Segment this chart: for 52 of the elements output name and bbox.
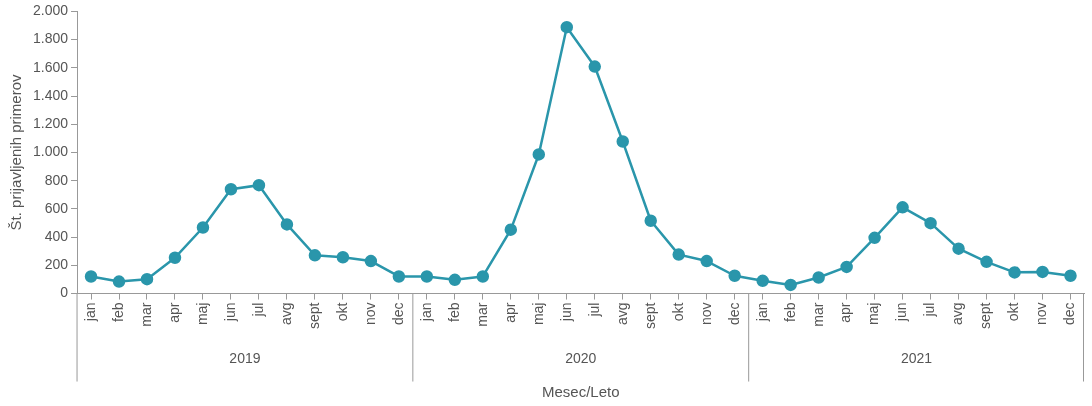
y-tick-label: 1.600 (32, 58, 69, 75)
x-tick-label: okt (333, 302, 350, 322)
y-tick-label: 1.400 (32, 86, 69, 103)
x-tick-label: sept (977, 302, 994, 330)
x-tick-label: maj (865, 302, 882, 326)
y-tick-label: 600 (44, 199, 69, 216)
text: 2020 (565, 350, 597, 367)
x-tick-label: okt (669, 302, 686, 322)
text: 2021 (901, 350, 933, 367)
x-tick-label: okt (1005, 302, 1022, 322)
x-tick-label: dec (389, 302, 406, 326)
x-tick-label: maj (529, 302, 546, 326)
x-tick-label: dec (725, 302, 742, 326)
y-tick-label: 0 (60, 284, 69, 301)
x-tick-label: dec (1061, 302, 1078, 326)
y-tick-label: 800 (44, 171, 69, 188)
x-tick-label: mar (137, 302, 154, 327)
y-tick-label: 400 (44, 227, 69, 244)
y-axis-title: Št. prijavljenih primerov (7, 74, 25, 231)
x-tick-label: jan (753, 302, 770, 323)
y-tick-label: 1.000 (32, 143, 69, 160)
y-tick-label: 1.200 (32, 115, 69, 132)
x-tick-label: jun (221, 302, 238, 323)
x-tick-label: feb (109, 302, 126, 323)
x-tick-label: maj (193, 302, 210, 326)
x-tick-label: jun (557, 302, 574, 323)
x-tick-label: avg (277, 302, 294, 326)
x-tick-label: sept (641, 302, 658, 330)
x-tick-label: mar (809, 302, 826, 327)
x-tick-label: apr (837, 302, 854, 323)
x-tick-label: avg (949, 302, 966, 326)
x-tick-label: apr (165, 302, 182, 323)
x-axis-title: Mesec/Leto (541, 383, 620, 401)
x-tick-label: jul (921, 302, 938, 318)
x-tick-label: feb (781, 302, 798, 323)
x-tick-label: jul (249, 302, 266, 318)
x-tick-label: mar (473, 302, 490, 327)
x-tick-label: feb (445, 302, 462, 323)
x-tick-label: avg (613, 302, 630, 326)
y-tick-label: 1.800 (32, 30, 69, 47)
x-tick-label: jan (81, 302, 98, 323)
x-tick-label: sept (305, 302, 322, 330)
y-tick-label: 2.000 (32, 2, 69, 19)
x-tick-label: apr (501, 302, 518, 323)
x-tick-label: nov (361, 302, 378, 326)
y-tick-label: 200 (44, 256, 69, 273)
x-tick-label: jun (893, 302, 910, 323)
text: 2019 (229, 350, 261, 367)
x-tick-label: jan (417, 302, 434, 323)
x-tick-label: nov (697, 302, 714, 326)
x-tick-label: jul (585, 302, 602, 318)
x-tick-label: nov (1033, 302, 1050, 326)
